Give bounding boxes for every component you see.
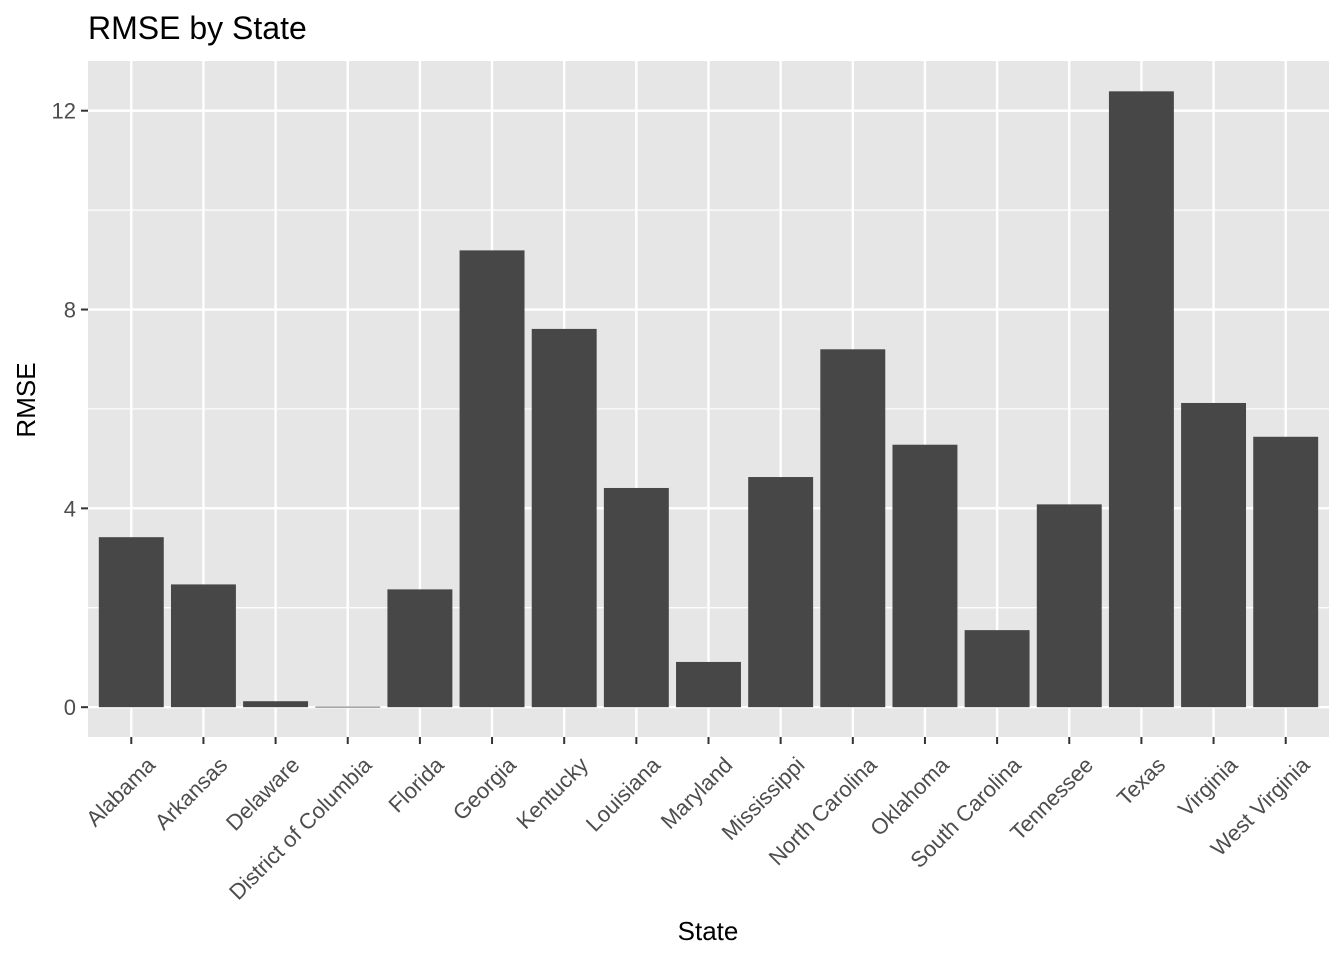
x-tick-label: Virginia	[1173, 752, 1243, 822]
bar	[315, 706, 381, 708]
bar	[1253, 436, 1319, 708]
x-tick-label: District of Columbia	[224, 752, 377, 905]
bars	[98, 91, 1319, 708]
bar	[1036, 504, 1102, 708]
x-tick-label: Arkansas	[150, 752, 233, 835]
chart-title: RMSE by State	[88, 10, 307, 46]
bar	[603, 487, 669, 708]
bar	[748, 477, 814, 708]
x-tick-label: Kentucky	[511, 752, 593, 834]
bar	[387, 589, 453, 708]
x-axis-title: State	[678, 916, 739, 946]
bar	[98, 537, 164, 708]
x-tick-label: Texas	[1112, 752, 1170, 810]
x-tick-label: Florida	[384, 752, 450, 818]
y-axis: 0 4 8 12	[52, 99, 88, 720]
bar	[964, 630, 1030, 708]
x-tick-label: Louisiana	[581, 752, 666, 837]
x-tick-label: Alabama	[81, 752, 161, 832]
bar	[170, 584, 236, 708]
bar	[243, 701, 309, 708]
bar	[892, 444, 958, 708]
bar	[820, 349, 886, 708]
y-tick-label: 12	[52, 99, 76, 124]
bar	[1181, 402, 1247, 708]
bar	[1108, 91, 1174, 708]
bar	[459, 250, 525, 708]
bar	[676, 661, 741, 708]
y-tick-label: 0	[64, 695, 76, 720]
y-tick-label: 4	[64, 496, 76, 521]
x-tick-label: Georgia	[448, 752, 522, 826]
y-axis-title: RMSE	[11, 362, 41, 437]
bar	[531, 328, 597, 708]
y-tick-label: 8	[64, 298, 76, 323]
